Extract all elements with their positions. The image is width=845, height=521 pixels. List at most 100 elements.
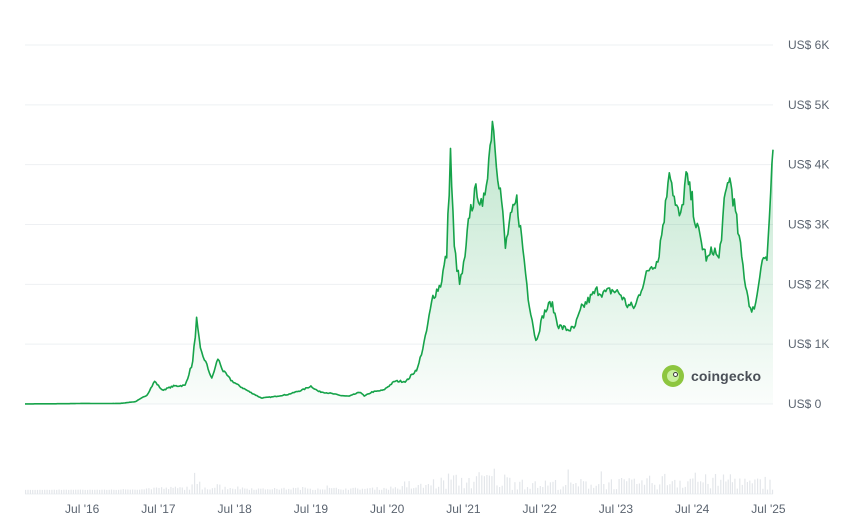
volume-bar (731, 482, 733, 494)
volume-bar (684, 486, 686, 494)
volume-bar (771, 489, 774, 494)
volume-bar (496, 485, 498, 494)
volume-bar (345, 488, 347, 494)
volume-bar (646, 478, 648, 494)
volume-bar (430, 485, 432, 494)
volume-bar (613, 489, 615, 494)
y-tick-label: US$ 1K (788, 337, 829, 351)
volume-bar (278, 489, 280, 494)
volume-bar (229, 488, 231, 494)
volume-bar (438, 486, 440, 494)
volume-bar (354, 487, 356, 494)
volume-bar (196, 484, 198, 494)
price-area-fill (25, 121, 773, 405)
volume-bar (314, 489, 316, 494)
volume-bar (285, 489, 287, 494)
volume-bar (689, 478, 691, 494)
volume-bar (707, 483, 709, 494)
volume-bar (626, 481, 628, 494)
volume-bar (552, 481, 554, 494)
volume-bar (435, 488, 437, 494)
price-line[interactable] (25, 120, 774, 405)
volume-bar (633, 478, 635, 494)
volume-bar (53, 489, 55, 494)
volume-bar (145, 488, 148, 494)
volume-bar (744, 478, 746, 494)
volume-bar (89, 489, 91, 494)
volume-bar (331, 488, 333, 494)
volume-bar (165, 487, 167, 494)
volume-bar (445, 488, 447, 494)
volume-bar (91, 489, 93, 494)
volume-bar (461, 477, 463, 494)
volume-bar (585, 481, 587, 494)
volume-bar (82, 489, 84, 494)
volume-bar (746, 482, 748, 494)
volume-bar (751, 483, 753, 494)
volume-bar (161, 487, 163, 494)
volume-bar (475, 476, 478, 494)
volume-bar (478, 472, 480, 494)
volume-bar (181, 487, 183, 494)
x-tick-label: Jul '22 (523, 502, 558, 516)
volume-bar (58, 489, 60, 494)
volume-bar (39, 489, 41, 494)
volume-bar (177, 488, 179, 494)
volume-bar (172, 487, 174, 494)
volume-bar (347, 489, 349, 494)
volume-bar (705, 474, 707, 494)
volume-bar (651, 483, 653, 494)
volume-bar (32, 489, 34, 494)
volume-bar (103, 489, 106, 494)
volume-bar (455, 474, 457, 494)
volume-bar (118, 489, 120, 494)
volume-bar (739, 478, 741, 494)
volume-bar (257, 488, 260, 494)
volume-bar (491, 476, 493, 494)
volume-bar (605, 489, 607, 494)
volume-bar (397, 488, 399, 494)
volume-bar (262, 488, 264, 494)
volume-bar (292, 487, 294, 494)
volume-bar (25, 489, 27, 494)
volume-bar (170, 486, 172, 494)
volume-bar (106, 489, 108, 494)
x-tick-label: Jul '19 (294, 502, 329, 516)
volume-bar (661, 476, 663, 494)
volume-bar (565, 485, 567, 494)
volume-bar (333, 487, 335, 494)
volume-bar (381, 489, 383, 494)
volume-bar (281, 488, 283, 494)
volume-bar (709, 488, 712, 494)
volume-bar (253, 489, 255, 494)
volume-bar (466, 482, 468, 494)
volume-bar (762, 488, 764, 494)
volume-bar (99, 489, 101, 494)
volume-bar (134, 489, 136, 494)
volume-bar (532, 483, 534, 494)
volume-bar (269, 489, 271, 494)
volume-bar (757, 478, 759, 494)
volume-bar (271, 489, 273, 494)
volume-bar (390, 486, 392, 494)
volume-bar (155, 487, 158, 494)
volume-bar (580, 479, 582, 494)
volume-bar (322, 489, 324, 494)
volume-bar (425, 485, 427, 494)
volume-bar (534, 481, 536, 494)
volume-bar (615, 489, 618, 494)
volume-bar (184, 489, 186, 494)
volume-bar (27, 489, 29, 494)
volume-bar (671, 481, 673, 494)
volume-bar (374, 489, 376, 494)
volume-bar (593, 487, 595, 494)
volume-bar (687, 481, 689, 494)
volume-bar (378, 489, 380, 494)
y-tick-label: US$ 5K (788, 98, 829, 112)
volume-bar (636, 484, 638, 494)
volume-bar (295, 488, 297, 494)
volume-bar (676, 487, 678, 494)
volume-bar (120, 489, 122, 494)
volume-bar (216, 484, 218, 494)
